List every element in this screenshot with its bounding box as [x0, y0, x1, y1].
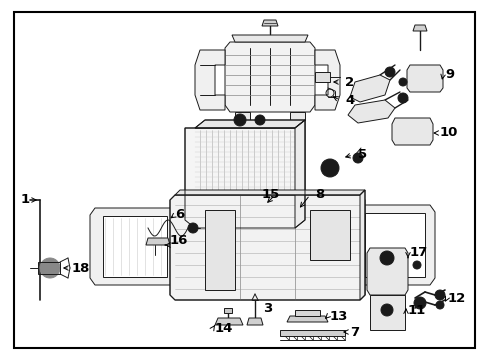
Polygon shape [215, 318, 243, 325]
Text: 9: 9 [444, 68, 453, 81]
Circle shape [187, 223, 198, 233]
Polygon shape [280, 330, 345, 336]
Text: 18: 18 [72, 261, 90, 274]
Polygon shape [294, 310, 319, 316]
Text: 4: 4 [345, 94, 353, 107]
Text: 6: 6 [175, 208, 184, 221]
Text: 8: 8 [314, 189, 324, 202]
Polygon shape [90, 208, 175, 285]
Text: 5: 5 [357, 148, 366, 162]
Text: 16: 16 [170, 234, 188, 247]
Polygon shape [195, 50, 224, 110]
Circle shape [40, 258, 60, 278]
Polygon shape [286, 316, 327, 322]
Circle shape [320, 159, 338, 177]
Circle shape [352, 153, 362, 163]
Polygon shape [406, 65, 442, 92]
Polygon shape [314, 72, 329, 82]
Polygon shape [412, 25, 426, 31]
Polygon shape [391, 118, 432, 145]
Polygon shape [309, 210, 349, 260]
Polygon shape [369, 295, 404, 330]
Text: 15: 15 [261, 189, 280, 202]
Polygon shape [289, 112, 305, 120]
Polygon shape [294, 120, 305, 228]
Polygon shape [235, 112, 249, 120]
Polygon shape [366, 248, 407, 295]
Text: 12: 12 [447, 292, 465, 305]
Text: 3: 3 [263, 301, 272, 315]
Circle shape [384, 67, 394, 77]
Circle shape [234, 114, 245, 126]
Polygon shape [224, 42, 314, 112]
Polygon shape [364, 213, 424, 277]
Polygon shape [354, 205, 434, 285]
Polygon shape [103, 216, 167, 277]
Circle shape [398, 78, 406, 86]
Polygon shape [184, 120, 305, 228]
Polygon shape [359, 190, 364, 300]
Text: 17: 17 [409, 246, 427, 258]
Text: 1: 1 [21, 193, 30, 207]
Polygon shape [146, 238, 170, 245]
Text: 10: 10 [439, 126, 457, 139]
Circle shape [412, 261, 420, 269]
Polygon shape [314, 50, 339, 110]
Circle shape [413, 297, 425, 309]
Polygon shape [224, 308, 231, 313]
Polygon shape [170, 195, 364, 300]
Text: 11: 11 [407, 303, 426, 316]
Circle shape [435, 301, 443, 309]
Polygon shape [195, 120, 305, 128]
Polygon shape [175, 190, 364, 195]
Text: 2: 2 [345, 76, 353, 89]
Text: 14: 14 [215, 321, 233, 334]
Polygon shape [262, 20, 278, 26]
Circle shape [380, 304, 392, 316]
Circle shape [254, 115, 264, 125]
Polygon shape [204, 210, 235, 290]
Polygon shape [246, 318, 263, 325]
Circle shape [434, 290, 444, 300]
Text: 7: 7 [349, 325, 358, 338]
Polygon shape [349, 75, 389, 102]
Text: 13: 13 [329, 310, 347, 323]
Polygon shape [347, 100, 394, 123]
Circle shape [379, 251, 393, 265]
Circle shape [397, 93, 407, 103]
Polygon shape [231, 35, 307, 42]
